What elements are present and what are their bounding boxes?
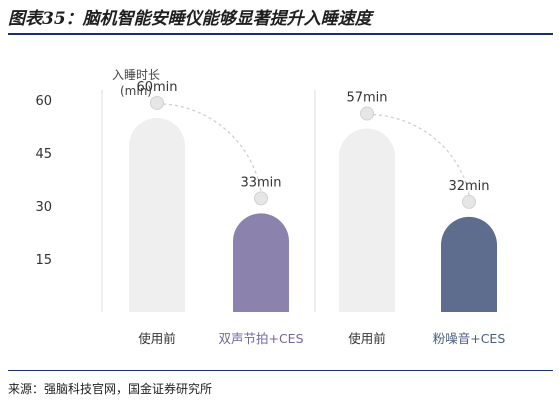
x-axis: 使用前 双声节拍+CES 使用前 粉噪音+CES [138, 331, 505, 346]
y-tick-label: 60 [35, 94, 52, 109]
value-marker [360, 106, 374, 121]
value-marker [462, 194, 476, 209]
y-tick-label: 30 [35, 200, 52, 215]
chart-title: 图表35：脑机智能安睡仪能够显著提升入睡速度 [8, 9, 372, 29]
value-labels: 60min 33min 57min 32min [136, 80, 490, 209]
value-label: 60min [136, 80, 177, 95]
category-label: 使用前 [348, 331, 386, 346]
y-axis-label-line: (min) [120, 84, 152, 98]
bar [129, 117, 185, 312]
bars [129, 117, 497, 312]
value-marker [150, 95, 164, 110]
y-axis-label: 入睡时长 (min) [112, 68, 160, 98]
y-axis-label-line: 入睡时长 [112, 68, 160, 82]
value-label: 32min [448, 179, 489, 194]
connectors [162, 103, 470, 196]
category-label: 使用前 [138, 331, 176, 346]
title-divider [8, 33, 553, 35]
bar [233, 213, 289, 312]
bar [339, 128, 395, 312]
bar [441, 216, 497, 312]
value-marker [254, 191, 268, 206]
source-divider [8, 370, 553, 371]
category-label: 双声节拍+CES [218, 331, 303, 346]
y-tick-label: 45 [35, 147, 52, 162]
category-label: 粉噪音+CES [433, 331, 506, 346]
value-label: 57min [346, 91, 387, 106]
y-axis: 15 30 45 60 [35, 94, 52, 268]
y-tick-label: 15 [35, 253, 52, 268]
value-label: 33min [240, 175, 281, 190]
connector-line [162, 103, 262, 192]
source-note: 来源：强脑科技官网，国金证券研究所 [8, 382, 213, 396]
group-separators [101, 90, 316, 312]
